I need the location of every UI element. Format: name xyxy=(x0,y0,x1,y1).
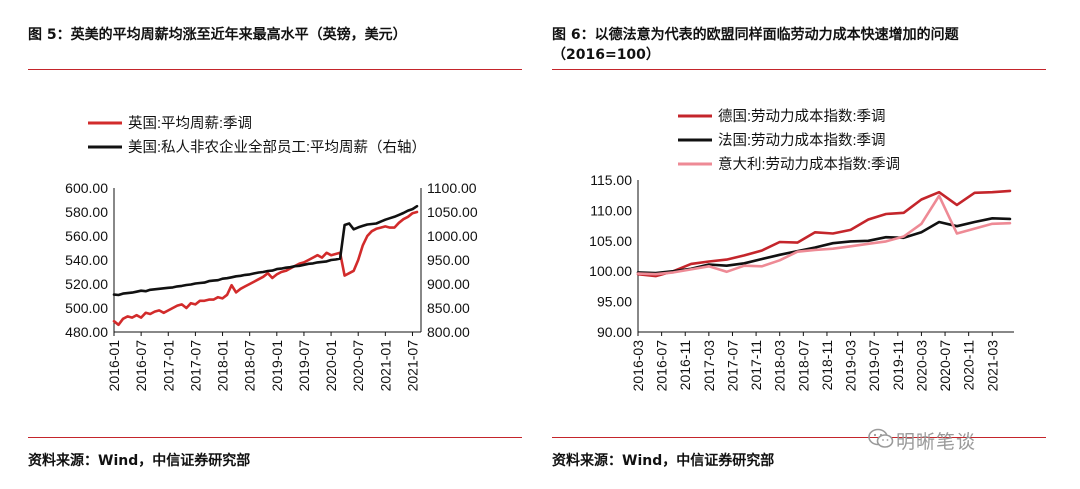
left-chart: 600.00 580.00 560.00 540.00 520.00 500.00 480.… xyxy=(65,114,478,392)
left-x-tick-label: 2016-01 xyxy=(106,340,122,392)
left-y-tick-label: 560.00 xyxy=(65,228,108,244)
left-legend-label: 英国:平均周薪:季调 xyxy=(128,114,252,132)
left-y-tick-label: 580.00 xyxy=(65,204,108,220)
right-x-tick-label: 2019-03 xyxy=(843,340,859,392)
right-x-tick-label: 2019-11 xyxy=(890,340,906,391)
right-series-line-3 xyxy=(636,194,1012,276)
left-title-rule xyxy=(28,69,522,70)
left-y-right-tick-label: 950.00 xyxy=(427,252,470,268)
left-x-tick-label: 2021-07 xyxy=(404,340,420,392)
left-legend-label: 美国:私人非农企业全部员工:平均周薪（右轴） xyxy=(128,138,426,156)
right-source-rule xyxy=(552,437,1046,438)
right-x-tick-label: 2017-07 xyxy=(724,340,740,392)
left-source: 资料来源：Wind，中信证券研究部 xyxy=(28,453,251,469)
right-x-tick-label: 2019-07 xyxy=(866,340,882,392)
right-x-tick-label: 2018-03 xyxy=(772,340,788,392)
right-series-line-1 xyxy=(636,189,1012,278)
right-source: 资料来源：Wind，中信证券研究部 xyxy=(552,453,775,469)
right-x-tick-label: 2018-11 xyxy=(819,340,835,391)
wechat-icon xyxy=(868,428,894,448)
left-x-tick-label: 2017-01 xyxy=(160,340,176,392)
left-y-right-tick-label: 1100.00 xyxy=(427,180,477,196)
left-series-line-1 xyxy=(112,210,419,327)
left-x-tick-label: 2020-01 xyxy=(323,340,339,392)
right-x-tick-label: 2020-11 xyxy=(961,340,977,391)
left-y-tick-label: 540.00 xyxy=(65,252,108,268)
left-y-tick-label: 480.00 xyxy=(65,324,108,340)
right-x-tick-label: 2016-07 xyxy=(654,340,670,392)
left-y-tick-label: 500.00 xyxy=(65,300,108,316)
left-x-tick-label: 2020-07 xyxy=(350,340,366,392)
right-x-tick-label: 2016-11 xyxy=(677,340,693,391)
left-x-tick-label: 2017-07 xyxy=(187,340,203,392)
right-y-tick-label: 105.00 xyxy=(589,233,632,249)
right-x-tick-label: 2017-11 xyxy=(748,340,764,391)
left-x-tick-label: 2018-01 xyxy=(215,340,231,392)
left-y-right-tick-label: 850.00 xyxy=(427,300,470,316)
right-legend-label: 法国:劳动力成本指数:季调 xyxy=(718,132,886,149)
right-y-tick-label: 115.00 xyxy=(590,172,632,188)
right-x-tick-label: 2018-07 xyxy=(795,340,811,392)
right-title-rule xyxy=(552,69,1046,70)
right-x-tick-label: 2021-03 xyxy=(984,340,1000,392)
left-y-tick-label: 600.00 xyxy=(65,180,108,196)
right-y-tick-label: 90.00 xyxy=(597,324,632,340)
left-series-line-2 xyxy=(112,204,419,297)
left-x-tick-label: 2019-07 xyxy=(296,340,312,392)
right-x-tick-label: 2020-07 xyxy=(937,340,953,392)
right-x-tick-label: 2016-03 xyxy=(630,340,646,392)
left-figure-title: 图 5：英美的平均周薪均涨至近年来最高水平（英镑，美元） xyxy=(28,27,407,43)
left-x-tick-label: 2016-07 xyxy=(133,340,149,392)
right-y-tick-label: 110.00 xyxy=(590,202,632,218)
right-legend-label: 意大利:劳动力成本指数:季调 xyxy=(718,155,900,173)
right-y-tick-label: 100.00 xyxy=(589,263,632,279)
left-y-tick-label: 520.00 xyxy=(65,276,108,292)
right-x-tick-label: 2020-03 xyxy=(913,340,929,392)
left-y-right-tick-label: 900.00 xyxy=(427,276,470,292)
left-y-right-tick-label: 1000.00 xyxy=(427,228,478,244)
right-legend-label: 德国:劳动力成本指数:季调 xyxy=(718,108,886,125)
right-figure-title: 图 6：以德法意为代表的欧盟同样面临劳动力成本快速增加的问题 xyxy=(552,27,959,43)
left-x-tick-label: 2021-01 xyxy=(377,340,393,392)
left-y-right-tick-label: 800.00 xyxy=(427,324,470,340)
right-x-tick-label: 2017-03 xyxy=(701,340,717,392)
right-y-tick-label: 95.00 xyxy=(597,294,632,310)
watermark-text: 明晰笔谈 xyxy=(896,431,977,453)
left-x-tick-label: 2019-01 xyxy=(269,340,285,392)
right-chart: 115.00110.00105.00100.0095.0090.002016-0… xyxy=(589,108,1014,392)
right-figure-subtitle: （2016=100） xyxy=(552,47,660,63)
left-x-tick-label: 2018-07 xyxy=(242,340,258,392)
left-y-right-tick-label: 1050.00 xyxy=(427,204,478,220)
left-source-rule xyxy=(28,437,522,438)
